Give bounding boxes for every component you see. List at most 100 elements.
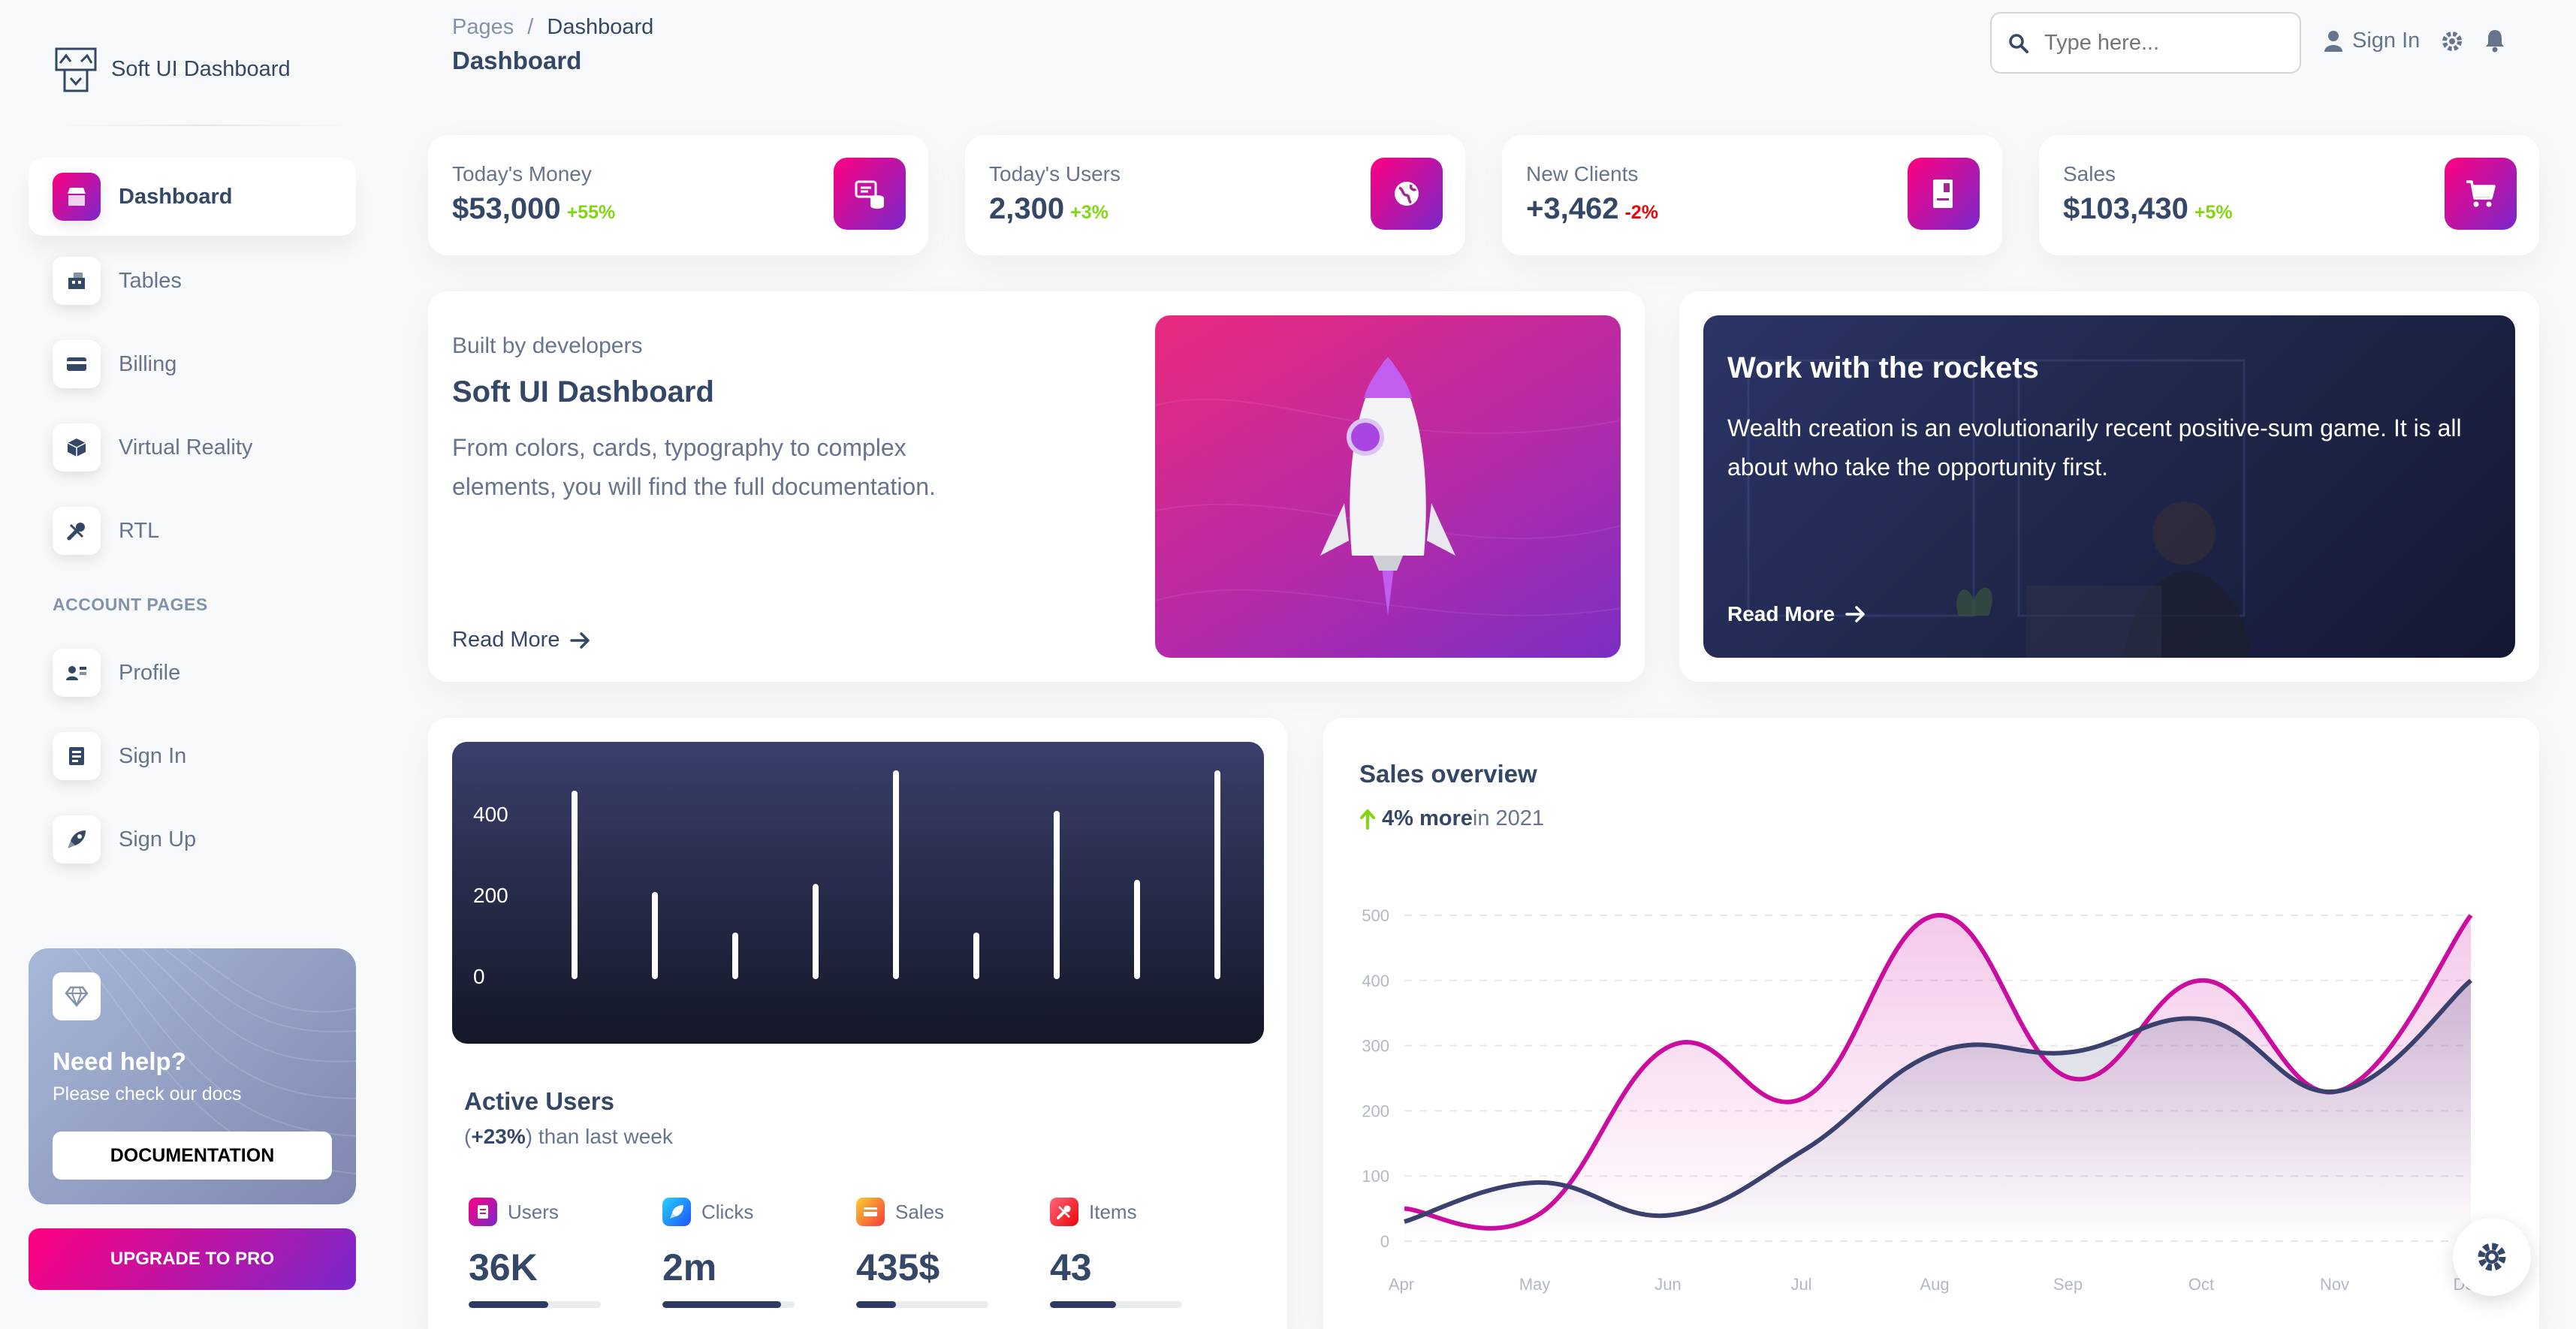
search-input[interactable]	[2044, 26, 2285, 60]
series-area	[1404, 980, 2471, 1241]
breadcrumb-separator: /	[527, 15, 534, 39]
help-title: Need help?	[53, 1047, 186, 1075]
metric-progress	[662, 1301, 795, 1308]
metric-users: Users 36K	[469, 1198, 601, 1308]
rockets-background: Work with the rockets Wealth creation is…	[1703, 315, 2515, 658]
signin-link[interactable]: Sign In	[2324, 29, 2420, 53]
stat-value: $53,000 +55%	[452, 192, 615, 226]
account-pages-heading: ACCOUNT PAGES	[53, 595, 208, 614]
stat-label: Today's Users	[989, 162, 1121, 185]
brand-logo[interactable]	[54, 47, 98, 93]
stat-card-clients: New Clients +3,462 -2%	[1502, 135, 2002, 255]
read-more-link[interactable]: Read More	[452, 628, 591, 652]
rocket-icon	[662, 1198, 691, 1226]
x-tick-label: Oct	[2188, 1275, 2214, 1294]
sidebar-item-tables[interactable]: Tables	[29, 242, 356, 320]
document-icon	[53, 732, 101, 780]
stat-label: New Clients	[1526, 162, 1639, 185]
sidebar-item-virtual-reality[interactable]: Virtual Reality	[29, 408, 356, 487]
signin-label: Sign In	[2352, 29, 2421, 53]
search-icon	[2009, 34, 2029, 53]
sidebar-item-rtl[interactable]: RTL	[29, 492, 356, 570]
cart-icon	[2445, 158, 2517, 230]
sidebar-item-sign-up[interactable]: Sign Up	[29, 800, 356, 878]
metric-value: 36K	[469, 1246, 538, 1288]
sales-overview-subtitle: 4% more in 2021	[1359, 806, 1544, 831]
sidebar-item-profile[interactable]: Profile	[29, 634, 356, 712]
box-icon	[53, 423, 101, 472]
bar-y-tick: 400	[473, 803, 508, 826]
y-tick-label: 0	[1380, 1232, 1389, 1251]
stat-value-number: +3,462	[1526, 192, 1619, 225]
active-users-card: 0 200 400 Active Users (+23%) than last we…	[428, 718, 1287, 1329]
metric-label: Users	[508, 1200, 559, 1223]
sidebar-item-label: Profile	[119, 660, 181, 685]
metric-progress-fill	[1050, 1301, 1116, 1308]
search-box[interactable]	[1990, 12, 2301, 74]
gear-icon	[2478, 1243, 2506, 1271]
sidebar-item-label: Virtual Reality	[119, 435, 253, 460]
bar-chart-svg: 0 200 400	[473, 770, 1220, 988]
configurator-button[interactable]	[2453, 1218, 2531, 1296]
metric-progress-fill	[469, 1301, 548, 1308]
metric-value: 2m	[662, 1246, 717, 1288]
metric-label: Clicks	[701, 1200, 754, 1223]
brand-name[interactable]: Soft UI Dashboard	[111, 57, 291, 81]
cart-icon	[856, 1198, 885, 1226]
settings-gear-icon[interactable]	[2441, 30, 2463, 53]
read-more-label: Read More	[1727, 602, 1835, 625]
sidebar-item-sign-in[interactable]: Sign In	[29, 717, 356, 795]
sales-overview-card: Sales overview 4% more in 2021 0 100 200 30…	[1323, 718, 2539, 1329]
y-tick-label: 200	[1362, 1101, 1389, 1120]
help-subtitle: Please check our docs	[53, 1083, 242, 1104]
x-tick-label: Aug	[1920, 1275, 1949, 1294]
stat-card-users: Today's Users 2,300 +3%	[965, 135, 1465, 255]
upgrade-to-pro-button[interactable]: UPGRADE TO PRO	[29, 1228, 356, 1290]
help-card: Need help? Please check our docs DOCUMEN…	[29, 948, 356, 1204]
metric-items: Items 43	[1050, 1198, 1182, 1308]
sales-suffix: in 2021	[1472, 806, 1545, 830]
sales-overview-title: Sales overview	[1359, 760, 1537, 788]
sidebar-item-dashboard[interactable]: Dashboard	[29, 158, 356, 236]
rockets-read-more-link[interactable]: Read More	[1727, 602, 1866, 626]
sidebar-divider	[54, 125, 354, 126]
documentation-button[interactable]: DOCUMENTATION	[53, 1132, 332, 1180]
settings-icon	[53, 507, 101, 555]
sidebar-item-label: Sign In	[119, 743, 187, 768]
stat-value: +3,462 -2%	[1526, 192, 1658, 226]
sidebar-item-label: Dashboard	[119, 184, 233, 209]
read-more-label: Read More	[452, 628, 560, 652]
sales-line-chart: 0 100 200 300 400 500 Apr May Jun Jul Aug Sep Oct Nov…	[1362, 906, 2482, 1294]
series-line	[1404, 978, 2472, 1224]
arrow-up-icon	[1360, 809, 1375, 830]
customer-support-icon	[53, 649, 101, 697]
page-title: Dashboard	[452, 47, 582, 74]
active-users-title: Active Users	[464, 1087, 614, 1115]
metric-progress	[1050, 1301, 1182, 1308]
sidebar-item-billing[interactable]: Billing	[29, 325, 356, 403]
metric-progress	[856, 1301, 988, 1308]
x-tick-label: May	[1519, 1275, 1551, 1294]
work-with-rockets-card: Work with the rockets Wealth creation is…	[1679, 291, 2539, 682]
user-icon	[2324, 30, 2342, 52]
active-users-subtitle: (+23%) than last week	[464, 1125, 673, 1148]
metric-progress	[469, 1301, 601, 1308]
diamond-icon	[53, 972, 101, 1020]
rockets-title: Work with the rockets	[1727, 351, 2039, 384]
stat-value: $103,430 +5%	[2063, 192, 2233, 226]
metric-label: Items	[1089, 1200, 1137, 1223]
active-users-change: +23%	[471, 1125, 526, 1148]
stat-change: +5%	[2194, 202, 2233, 223]
logo-icon	[55, 47, 97, 92]
bell-icon[interactable]	[2484, 29, 2505, 53]
metric-clicks: Clicks 2m	[662, 1198, 795, 1308]
series-line	[1404, 912, 2473, 1231]
tools-icon	[1050, 1198, 1078, 1226]
breadcrumb: Pages / Dashboard	[452, 15, 653, 40]
shop-icon	[53, 173, 101, 221]
breadcrumb-root[interactable]: Pages	[452, 15, 514, 39]
stat-value-number: $103,430	[2063, 192, 2188, 225]
rocket-illustration	[1155, 315, 1621, 658]
breadcrumb-current: Dashboard	[547, 15, 654, 39]
built-by-developers-card: Built by developers Soft UI Dashboard Fr…	[428, 291, 1645, 682]
